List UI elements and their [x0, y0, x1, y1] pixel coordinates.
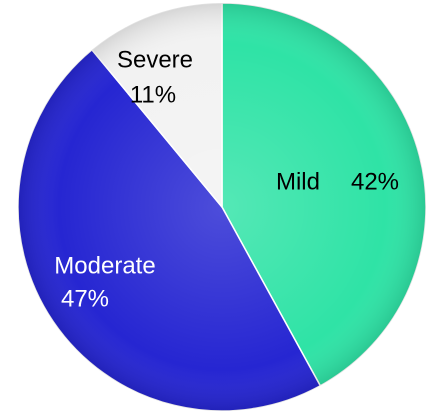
slice-category-label: Mild: [276, 168, 320, 195]
slice-category-label: Moderate: [54, 252, 155, 279]
slice-value-label: 47%: [61, 285, 109, 312]
slice-value-label: 11%: [130, 81, 176, 108]
slice-value-label: 42%: [351, 168, 399, 195]
slice-category-label: Severe: [117, 46, 193, 73]
